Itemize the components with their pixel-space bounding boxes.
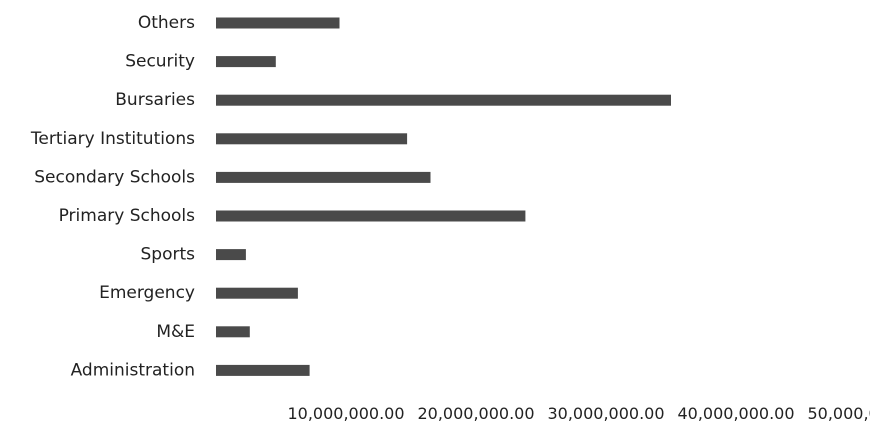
category-label: Emergency bbox=[99, 283, 195, 303]
x-tick-labels-group: 10,000,000.00 20,000,000.00 30,000,000.00 4… bbox=[287, 404, 870, 423]
bar-bursaries bbox=[216, 94, 671, 106]
bar-emergency bbox=[216, 287, 298, 299]
bar-sports bbox=[216, 249, 246, 261]
bar-primary-schools bbox=[216, 210, 526, 222]
category-label: Administration bbox=[71, 360, 195, 380]
category-label: M&E bbox=[156, 322, 195, 342]
x-tick-label: 20,000,000.00 bbox=[417, 404, 534, 423]
category-label: Others bbox=[138, 13, 195, 33]
bars-group bbox=[216, 17, 671, 376]
category-label: Primary Schools bbox=[59, 206, 196, 226]
bar-security bbox=[216, 56, 276, 68]
bar-administration bbox=[216, 364, 310, 376]
category-labels-group: Others Security Bursaries Tertiary Institut… bbox=[30, 13, 195, 380]
category-label: Sports bbox=[141, 245, 196, 265]
bar-m-e bbox=[216, 326, 250, 338]
x-tick-label: 10,000,000.00 bbox=[287, 404, 404, 423]
category-label: Bursaries bbox=[115, 90, 195, 110]
x-tick-label: 40,000,000.00 bbox=[677, 404, 794, 423]
x-tick-label: 50,000,000.00 bbox=[807, 404, 870, 423]
bar-tertiary-institutions bbox=[216, 133, 408, 145]
category-label: Tertiary Institutions bbox=[30, 129, 195, 149]
bar-secondary-schools bbox=[216, 171, 431, 183]
bar-others bbox=[216, 17, 340, 29]
category-label: Secondary Schools bbox=[34, 167, 195, 187]
x-tick-label: 30,000,000.00 bbox=[547, 404, 664, 423]
category-label: Security bbox=[125, 52, 195, 72]
